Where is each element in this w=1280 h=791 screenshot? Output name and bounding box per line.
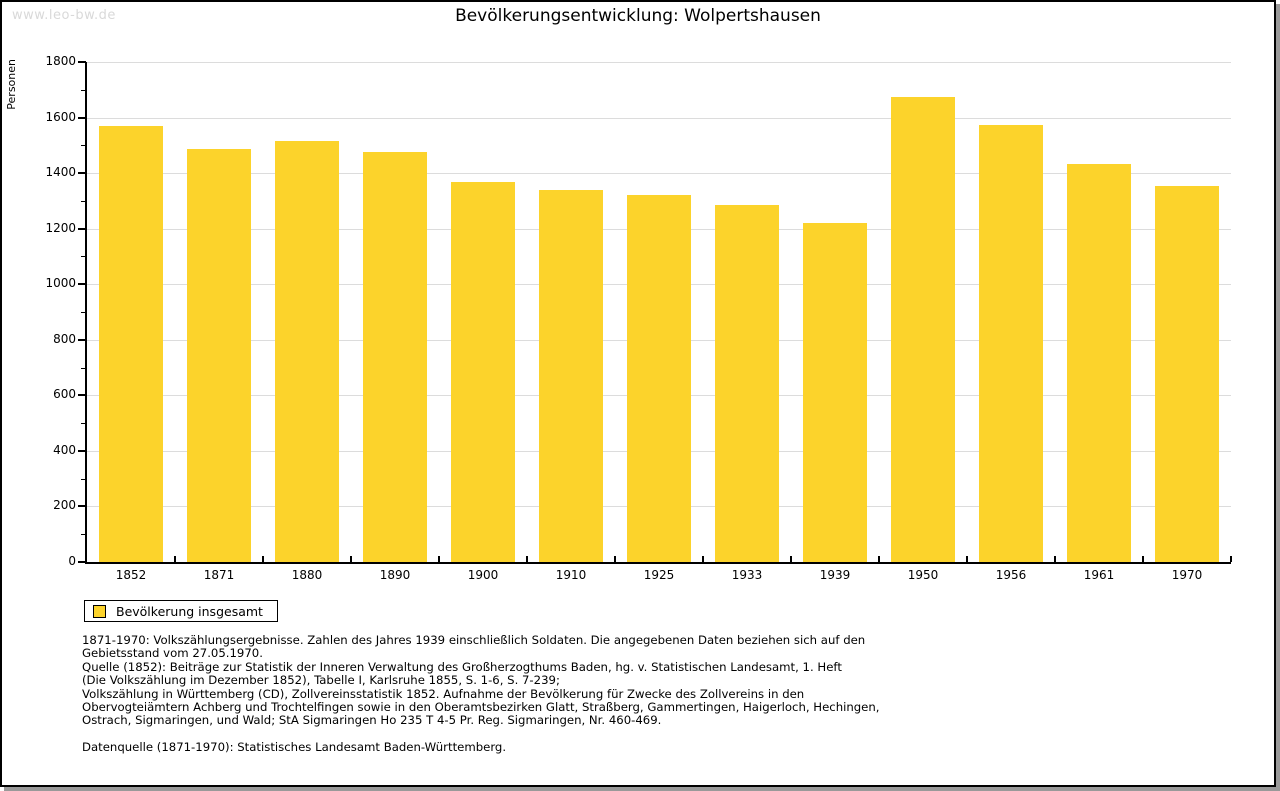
bar-1871 [187,148,251,562]
y-axis-tick-1200 [78,227,86,230]
x-axis-tick-12 [1142,556,1144,562]
y-axis-minor-tick-300 [81,478,86,480]
legend-swatch-icon [93,604,106,618]
x-tick-label-1961: 1961 [1083,568,1115,582]
y-axis-label: Personen [5,59,18,110]
bar-1950 [891,97,955,562]
y-tick-label-1400: 1400 [45,165,76,180]
legend-label: Bevölkerung insgesamt [116,603,263,619]
x-tick-label-1890: 1890 [379,568,411,582]
x-tick-label-1900: 1900 [467,568,499,582]
footnote-line-2: Gebietsstand vom 27.05.1970. [82,646,263,661]
x-tick-label-1925: 1925 [643,568,675,582]
x-axis-line [85,562,1231,564]
bar-1939 [803,222,867,562]
bar-1890 [363,151,427,562]
watermark: www.leo-bw.de [12,8,116,23]
x-tick-label-1880: 1880 [291,568,323,582]
y-tick-label-0: 0 [68,554,76,568]
y-tick-label-1200: 1200 [45,220,76,235]
y-axis-minor-tick-1100 [81,256,86,258]
bar-1933 [715,205,779,562]
legend-box: Bevölkerung insgesamt [84,600,278,622]
footnote-line-5: Volkszählung in Württemberg (CD), Zollve… [82,686,805,701]
x-axis-tick-6 [614,556,616,562]
x-tick-label-1852: 1852 [115,568,147,582]
y-axis-minor-tick-1500 [81,145,86,147]
bar-1852 [99,126,163,562]
y-axis-minor-tick-700 [81,367,86,369]
x-axis-tick-2 [262,556,264,562]
footnote-line-1: 1871-1970: Volkszählungsergebnisse. Zahl… [82,633,866,647]
footnotes: 1871-1970: Volkszählungsergebnisse. Zahl… [82,633,880,754]
x-axis-tick-10 [966,556,968,562]
y-axis-line [85,62,87,564]
bar-1910 [539,189,603,562]
x-axis-tick-13 [1230,556,1232,562]
y-tick-label-400: 400 [53,442,76,457]
x-axis-tick-1 [174,556,176,562]
y-axis-tick-1600 [78,116,86,119]
x-axis-tick-4 [438,556,440,562]
gridline-y-1400 [87,173,1231,175]
footnote-line-4: (Die Volkszählung im Dezember 1852), Tab… [82,673,560,688]
y-axis-tick-1000 [78,283,86,286]
y-axis-minor-tick-1700 [81,89,86,91]
y-tick-label-1600: 1600 [45,109,76,124]
x-tick-label-1956: 1956 [995,568,1027,582]
x-tick-label-1933: 1933 [731,568,763,582]
bar-1880 [275,141,339,562]
footnote-spacer [82,728,880,741]
x-axis-tick-7 [702,556,704,562]
bar-1970 [1155,186,1219,562]
footnote-lines: 1871-1970: Volkszählungsergebnisse. Zahl… [82,633,880,728]
x-axis-tick-3 [350,556,352,562]
y-tick-label-1800: 1800 [45,54,76,68]
x-tick-label-1910: 1910 [555,568,587,582]
gridline-y-1800 [87,62,1231,63]
x-tick-label-1970: 1970 [1171,568,1203,582]
y-axis-tick-1400 [78,172,86,175]
y-tick-label-200: 200 [53,498,76,513]
footnote-line-3: Quelle (1852): Beiträge zur Statistik de… [82,659,842,674]
y-axis-tick-400 [78,449,86,452]
bar-1961 [1067,163,1131,562]
y-axis-minor-tick-1300 [81,200,86,202]
x-axis-tick-9 [878,556,880,562]
x-tick-label-1871: 1871 [203,568,235,582]
y-axis-tick-800 [78,338,86,341]
footnote-line-6: Obervogteiämtern Achberg und Trochtelfin… [82,700,880,715]
x-tick-label-1939: 1939 [819,568,851,582]
datasource-line: Datenquelle (1871-1970): Statistisches L… [82,739,507,754]
chart-title: Bevölkerungsentwicklung: Wolpertshausen [455,6,821,26]
y-tick-label-600: 600 [53,387,76,402]
bar-1925 [627,194,691,562]
y-axis-tick-0 [78,561,86,563]
bar-1900 [451,182,515,562]
y-axis-tick-1800 [78,61,86,63]
gridline-y-1600 [87,117,1231,119]
y-tick-label-800: 800 [53,331,76,346]
y-axis-minor-tick-100 [81,534,86,536]
y-tick-label-1000: 1000 [45,276,76,291]
y-axis-tick-600 [78,394,86,397]
y-axis-minor-tick-900 [81,312,86,313]
y-axis-minor-tick-500 [81,423,86,425]
y-axis-tick-200 [78,505,86,508]
x-axis-tick-5 [526,556,528,562]
x-axis-tick-11 [1054,556,1056,562]
bar-1956 [979,125,1043,562]
x-axis-tick-8 [790,556,792,562]
x-tick-label-1950: 1950 [907,568,939,582]
footnote-line-7: Ostrach, Sigmaringen, und Wald; StA Sigm… [82,713,662,728]
